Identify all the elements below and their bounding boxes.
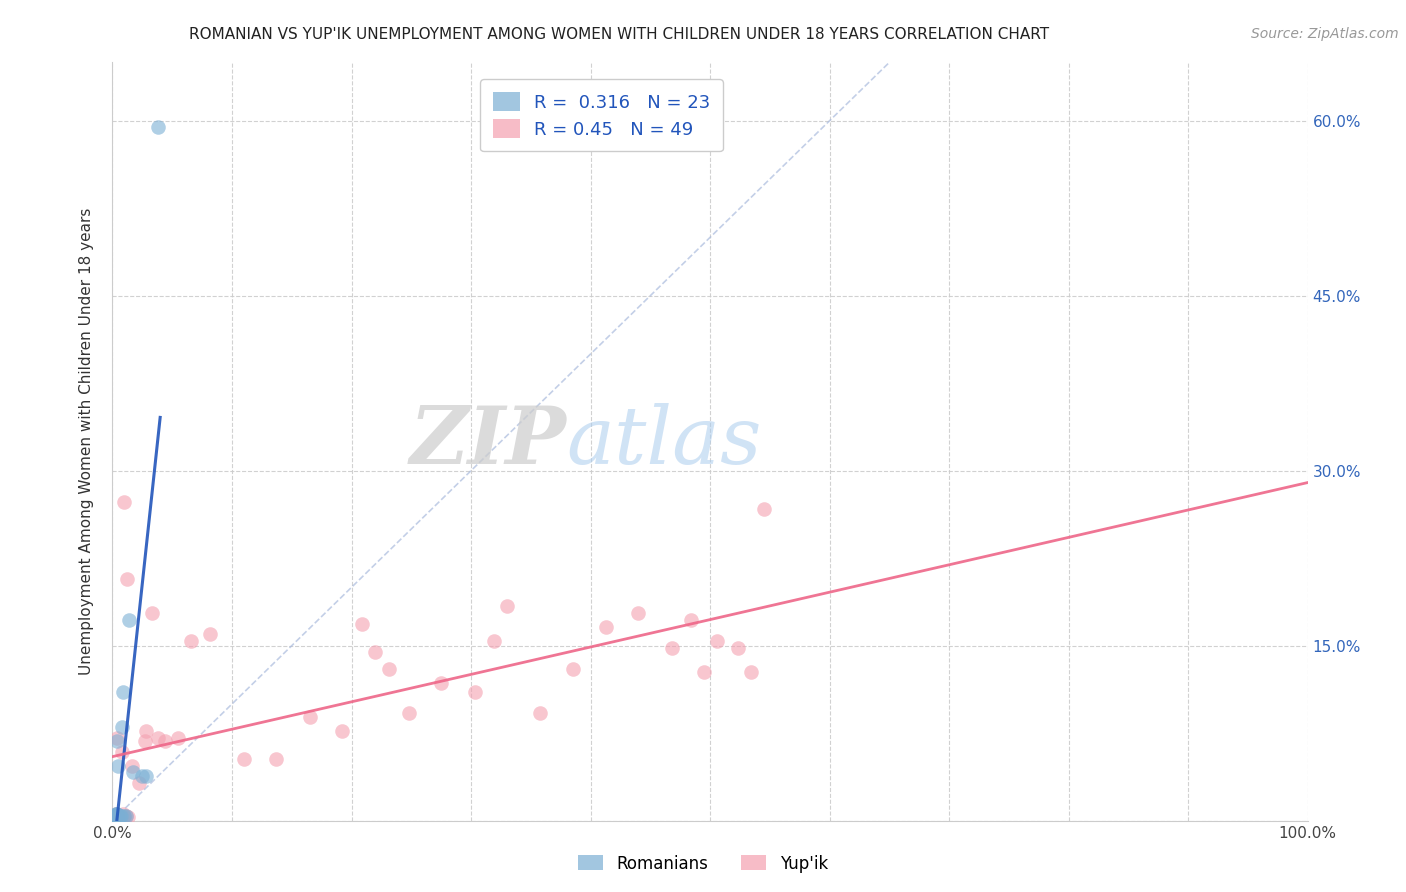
Point	[104, 810, 127, 824]
Text: Source: ZipAtlas.com: Source: ZipAtlas.com	[1251, 27, 1399, 41]
Y-axis label: Unemployment Among Women with Children Under 18 years: Unemployment Among Women with Children U…	[79, 208, 94, 675]
Point	[121, 759, 143, 773]
Text: ZIP: ZIP	[409, 403, 567, 480]
Point	[105, 806, 128, 821]
Point	[114, 809, 136, 823]
Point	[352, 616, 374, 631]
Point	[398, 706, 420, 721]
Point	[107, 807, 129, 822]
Point	[752, 502, 775, 516]
Point	[146, 731, 169, 745]
Point	[105, 807, 128, 822]
Point	[482, 634, 505, 648]
Point	[131, 769, 153, 783]
Point	[233, 752, 256, 766]
Point	[364, 644, 387, 658]
Point	[115, 572, 138, 586]
Point	[377, 662, 399, 676]
Point	[180, 634, 202, 648]
Point	[105, 806, 128, 821]
Point	[112, 806, 135, 821]
Point	[135, 769, 157, 783]
Legend: Romanians, Yup'ik: Romanians, Yup'ik	[571, 848, 835, 880]
Point	[107, 809, 129, 823]
Point	[200, 627, 222, 641]
Point	[264, 752, 287, 766]
Point	[740, 665, 762, 680]
Point	[105, 807, 128, 822]
Point	[128, 776, 150, 790]
Point	[105, 806, 128, 821]
Point	[693, 665, 716, 680]
Point	[104, 809, 127, 823]
Point	[679, 613, 702, 627]
Text: ROMANIAN VS YUP'IK UNEMPLOYMENT AMONG WOMEN WITH CHILDREN UNDER 18 YEARS CORRELA: ROMANIAN VS YUP'IK UNEMPLOYMENT AMONG WO…	[188, 27, 1049, 42]
Point	[105, 809, 128, 823]
Legend: R =  0.316   N = 23, R = 0.45   N = 49: R = 0.316 N = 23, R = 0.45 N = 49	[479, 79, 723, 152]
Point	[104, 810, 127, 824]
Point	[105, 809, 128, 823]
Point	[110, 809, 132, 823]
Point	[496, 599, 519, 613]
Point	[561, 662, 583, 676]
Point	[117, 810, 139, 824]
Point	[111, 720, 134, 734]
Point	[627, 606, 650, 620]
Point	[107, 759, 129, 773]
Point	[153, 734, 176, 748]
Point	[430, 676, 453, 690]
Point	[146, 120, 169, 134]
Text: atlas: atlas	[567, 403, 762, 480]
Point	[135, 723, 157, 738]
Point	[134, 734, 156, 748]
Point	[167, 731, 190, 745]
Point	[105, 734, 128, 748]
Point	[114, 809, 135, 823]
Point	[727, 640, 749, 655]
Point	[111, 745, 134, 759]
Point	[661, 640, 683, 655]
Point	[105, 806, 128, 821]
Point	[595, 620, 617, 634]
Point	[108, 809, 131, 823]
Point	[105, 809, 128, 823]
Point	[110, 810, 132, 824]
Point	[114, 810, 135, 824]
Point	[112, 685, 135, 699]
Point	[112, 810, 135, 824]
Point	[298, 710, 321, 724]
Point	[529, 706, 551, 721]
Point	[108, 809, 131, 823]
Point	[105, 731, 128, 745]
Point	[121, 764, 143, 779]
Point	[706, 634, 728, 648]
Point	[141, 606, 163, 620]
Point	[114, 809, 136, 823]
Point	[118, 613, 141, 627]
Point	[114, 495, 135, 509]
Point	[107, 810, 129, 824]
Point	[330, 723, 353, 738]
Point	[464, 685, 486, 699]
